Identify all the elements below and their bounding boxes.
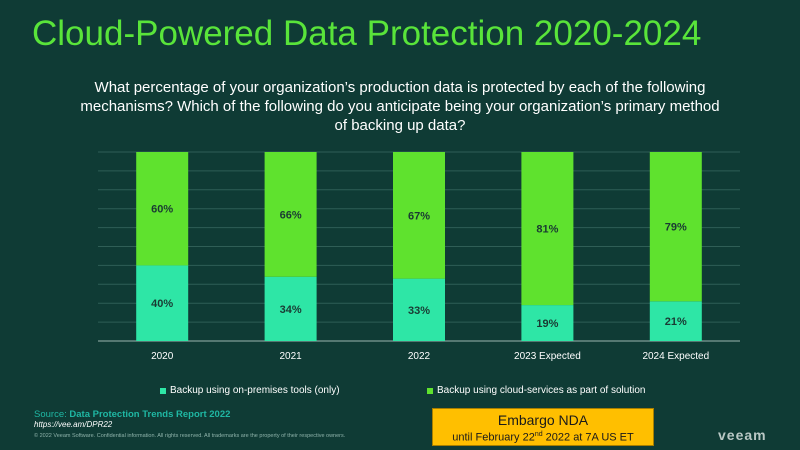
data-label-onprem-2: 33% [408,305,430,317]
embargo-date: until February 22nd 2022 at 7A US ET [433,428,653,445]
survey-question: What percentage of your organization’s p… [80,79,720,134]
stacked-bar-chart: 40%60%34%66%33%67%19%81%21%79% 2020 2021 2… [98,151,740,362]
x-tick-label-2: 2022 [408,351,431,362]
source-label: Source: [34,409,70,420]
data-label-cloud-0: 60% [151,204,173,216]
legend-item-cloud: Backup using cloud-services as part of s… [427,385,645,396]
legend-swatch-onprem [160,387,166,394]
bar-cloud-2 [393,152,445,279]
embargo-date-sup: nd [534,431,543,438]
embargo-date-pre: until February 22 [452,431,535,444]
source-title: Data Protection Trends Report 2022 [69,409,231,420]
bar-onprem-0 [136,265,189,341]
x-tick-label-4: 2024 Expected [642,351,709,362]
bar-cloud-0 [136,152,189,266]
data-label-cloud-3: 81% [536,224,558,236]
data-label-onprem-3: 19% [536,318,558,330]
bar-onprem-1 [264,276,317,341]
data-label-onprem-4: 21% [665,316,687,328]
bars [136,152,702,341]
x-tick-label-0: 2020 [151,351,174,362]
embargo-title: Embargo NDA [497,412,589,428]
source-url[interactable]: https://vee.am/DPR22 [34,420,113,429]
data-label-cloud-2: 67% [408,210,430,222]
bar-cloud-4 [649,152,702,302]
data-label-cloud-4: 79% [665,222,687,234]
legend-label-onprem: Backup using on-premises tools (only) [170,385,340,396]
slide-title: Cloud-Powered Data Protection 2020-2024 [32,14,702,53]
legend-swatch-cloud [427,387,433,394]
data-label-onprem-1: 34% [280,304,302,316]
x-tick-labels: 2020 2021 2022 2023 Expected 2024 Expected [151,351,709,362]
data-labels: 40% 60% 34% 66% 33% 67% 19% 81% 21% 79% [151,204,687,330]
embargo-box: Embargo NDA until February 22nd 2022 at … [432,408,654,446]
data-label-onprem-0: 40% [151,298,173,310]
x-tick-label-3: 2023 Expected [514,351,581,362]
bar-onprem-2 [393,278,445,341]
bar-onprem-3 [521,305,574,341]
data-label-cloud-1: 66% [280,209,302,221]
bar-cloud-1 [264,152,317,277]
veeam-logo: veeam [718,427,767,443]
legend-item-onprem: Backup using on-premises tools (only) [160,385,340,396]
legend-label-cloud: Backup using cloud-services as part of s… [437,385,646,396]
source-note: Source: Data Protection Trends Report 20… [34,409,230,420]
bar-onprem-4 [649,301,702,341]
bar-cloud-3 [521,152,574,306]
copyright-notice: © 2022 Veeam Software. Confidential info… [34,433,346,439]
embargo-date-post: 2022 at 7A US ET [542,431,634,444]
x-tick-label-1: 2021 [279,351,302,362]
